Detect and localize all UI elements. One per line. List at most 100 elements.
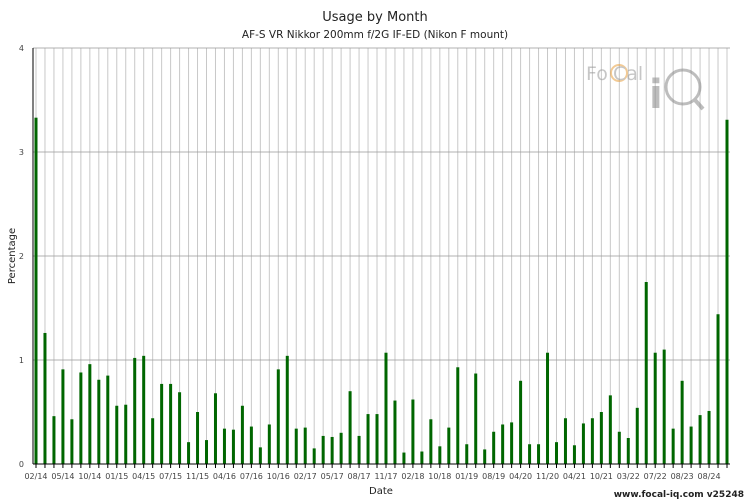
logo-text-i: i: [649, 72, 663, 118]
bar: [420, 451, 424, 464]
bar: [590, 418, 594, 464]
bar: [151, 418, 155, 464]
bar: [680, 380, 684, 464]
x-tick-label: 07/15: [159, 472, 182, 481]
x-tick-label: 03/22: [617, 472, 640, 481]
bar: [106, 375, 110, 464]
x-tick-label: 04/21: [563, 472, 586, 481]
x-tick-label: 11/15: [186, 472, 209, 481]
bar: [70, 419, 74, 464]
bar: [169, 383, 173, 464]
bar: [79, 372, 83, 464]
x-axis-label: Date: [369, 486, 393, 497]
bar: [285, 355, 289, 464]
logo-c-icon: [610, 64, 628, 82]
chart-title: Usage by Month: [322, 10, 427, 25]
bar: [222, 428, 226, 464]
x-tick-label: 01/19: [455, 472, 478, 481]
bar: [483, 449, 487, 464]
x-tick-label: 05/14: [51, 472, 74, 481]
bar: [572, 445, 576, 464]
bar: [267, 424, 271, 464]
bar: [339, 432, 343, 464]
bar: [662, 349, 666, 464]
bar: [160, 383, 164, 464]
bar: [115, 405, 119, 464]
bar: [321, 435, 325, 464]
logo-text-fo: Fo: [586, 63, 608, 85]
bar: [384, 352, 388, 464]
y-tick-label: 2: [19, 252, 24, 261]
bar: [187, 442, 191, 464]
bar: [303, 427, 307, 464]
bar: [97, 379, 101, 464]
bar: [240, 405, 244, 464]
bar: [716, 314, 720, 464]
x-tick-label: 02/18: [401, 472, 424, 481]
footer-credit: www.focal-iq.com v25248: [614, 490, 744, 500]
x-tick-label: 08/19: [482, 472, 505, 481]
x-tick-label: 02/17: [294, 472, 317, 481]
bar: [34, 117, 38, 465]
bar: [348, 391, 352, 464]
x-tick-label: 08/23: [671, 472, 694, 481]
x-tick-label: 10/16: [267, 472, 290, 481]
x-tick-label: 08/17: [348, 472, 371, 481]
bar: [258, 447, 262, 464]
bar: [231, 429, 235, 464]
bar: [411, 399, 415, 464]
bar: [375, 414, 379, 464]
bar: [563, 418, 567, 464]
bar: [357, 435, 361, 464]
x-tick-label: 04/15: [132, 472, 155, 481]
x-tick-label: 02/14: [24, 472, 47, 481]
x-tick-label: 11/17: [374, 472, 397, 481]
bar: [294, 428, 298, 464]
bar: [330, 436, 334, 464]
bar: [537, 444, 541, 464]
bar: [276, 369, 280, 464]
bar: [142, 355, 146, 464]
bar: [213, 393, 217, 464]
bar: [465, 444, 469, 464]
bar: [124, 404, 128, 464]
x-tick-label: 07/22: [644, 472, 667, 481]
bar: [546, 352, 550, 464]
bar: [644, 282, 648, 464]
magnifier-icon: [664, 68, 702, 106]
focal-iq-logo: Fo Cal i: [586, 63, 705, 118]
y-axis-label: Percentage: [7, 228, 18, 284]
logo-text-cal: Cal: [613, 63, 643, 85]
x-tick-label: 07/16: [240, 472, 263, 481]
bar: [554, 442, 558, 464]
x-tick-label: 10/21: [590, 472, 613, 481]
bars: [34, 117, 729, 465]
bar: [707, 410, 711, 464]
bar: [447, 427, 451, 464]
bar: [249, 426, 253, 464]
bar: [474, 373, 478, 464]
x-tick-label: 11/20: [536, 472, 559, 481]
bar: [725, 119, 729, 464]
x-tick-label: 10/18: [428, 472, 451, 481]
bar: [52, 416, 56, 464]
bar: [366, 414, 370, 464]
bar: [671, 428, 675, 464]
bar: [438, 446, 442, 464]
x-tick-label: 05/17: [321, 472, 344, 481]
bar: [393, 400, 397, 464]
bar: [510, 422, 514, 464]
x-tick-label: 10/14: [78, 472, 101, 481]
bar: [196, 412, 200, 464]
bar: [43, 332, 47, 464]
bar: [456, 367, 460, 464]
bar: [61, 369, 65, 464]
bar: [88, 364, 92, 464]
y-tick-label: 3: [19, 148, 24, 157]
bar: [626, 438, 630, 464]
bar: [653, 352, 657, 464]
bar: [178, 392, 182, 464]
bar: [528, 444, 532, 464]
bar: [501, 424, 505, 464]
grid: [33, 47, 730, 465]
